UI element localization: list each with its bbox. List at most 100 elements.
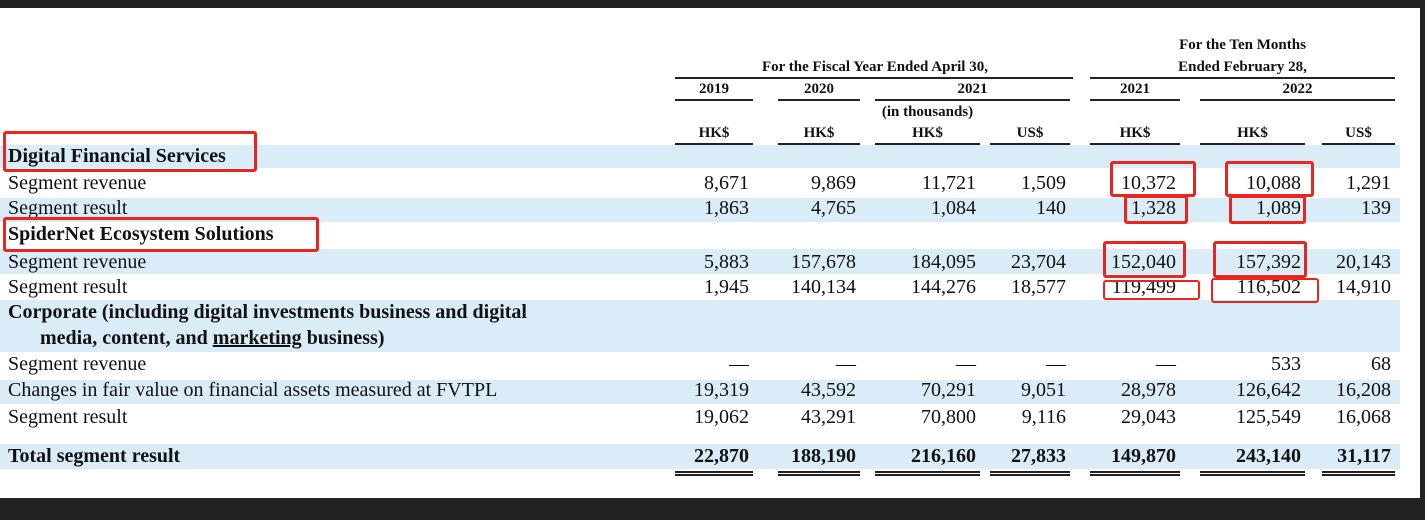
total-label: Total segment result [8, 445, 181, 467]
highlight-box [1124, 195, 1188, 224]
value-cell: 140,134 [791, 276, 856, 298]
year-2022-ten-months: 2022 [1282, 81, 1313, 97]
financial-table-page: For the Fiscal Year Ended April 30, For … [0, 8, 1420, 498]
highlight-box [1103, 241, 1186, 278]
value-cell: 70,291 [921, 379, 976, 401]
currency-rule [778, 143, 860, 145]
year-rule [875, 99, 1070, 101]
row-label: Changes in fair value on financial asset… [8, 379, 498, 401]
value-cell: — [836, 353, 856, 375]
value-cell: 19,062 [694, 406, 749, 428]
row-label: Segment revenue [8, 251, 147, 273]
total-value-cell: 27,833 [1011, 445, 1066, 467]
section-title-spidernet: SpiderNet Ecosystem Solutions [8, 223, 274, 245]
value-cell: 16,208 [1336, 379, 1391, 401]
highlight-box [1103, 280, 1200, 300]
header-rule [1090, 77, 1395, 79]
value-cell: 144,276 [911, 276, 976, 298]
year-rule [1090, 99, 1180, 101]
currency-header: HK$ [803, 125, 835, 141]
currency-rule [1200, 143, 1305, 145]
value-cell: 10,372 [1121, 172, 1176, 194]
currency-rule [1322, 143, 1395, 145]
total-double-rule [675, 471, 753, 476]
highlight-box [1229, 195, 1306, 224]
value-cell: 1,863 [704, 197, 749, 219]
value-cell: 28,978 [1121, 379, 1176, 401]
year-2021-fy: 2021 [957, 81, 988, 97]
currency-rule [675, 143, 753, 145]
total-double-rule [1200, 471, 1305, 476]
value-cell: 68 [1371, 353, 1391, 375]
value-cell: 9,116 [1021, 406, 1066, 428]
value-cell: — [1156, 353, 1176, 375]
value-cell: 23,704 [1011, 251, 1066, 273]
year-2021-ten-months: 2021 [1120, 81, 1150, 97]
total-double-rule [1090, 471, 1180, 476]
value-cell: 1,509 [1021, 172, 1066, 194]
fiscal-year-header: For the Fiscal Year Ended April 30, [762, 59, 988, 75]
value-cell: 43,592 [801, 379, 856, 401]
value-cell: 1,945 [704, 276, 749, 298]
band-dfs-title [0, 145, 1400, 168]
section-title-corporate-line2: media, content, and marketing business) [40, 327, 385, 349]
row-label: Segment revenue [8, 172, 147, 194]
value-cell: 9,869 [811, 172, 856, 194]
total-value-cell: 216,160 [911, 445, 976, 467]
value-cell: 14,910 [1336, 276, 1391, 298]
value-cell: 126,642 [1236, 379, 1301, 401]
value-cell: 18,577 [1011, 276, 1066, 298]
value-cell: 116,502 [1236, 276, 1301, 298]
value-cell: 4,765 [811, 197, 856, 219]
row-label: Segment result [8, 197, 128, 219]
value-cell: 11,721 [921, 172, 976, 194]
band-fvtpl [0, 380, 1400, 404]
band-total [0, 444, 1400, 469]
section-title-digital-financial-services: Digital Financial Services [8, 145, 226, 167]
band-sns-revenue [0, 249, 1400, 274]
value-cell: 184,095 [911, 251, 976, 273]
value-cell: 139 [1361, 197, 1391, 219]
value-cell: — [729, 353, 749, 375]
value-cell: 8,671 [704, 172, 749, 194]
year-2019: 2019 [699, 81, 729, 97]
in-thousands-note: (in thousands) [881, 104, 974, 120]
highlight-box [1225, 161, 1314, 197]
value-cell: 157,678 [791, 251, 856, 273]
total-value-cell: 22,870 [694, 445, 749, 467]
value-cell: — [1046, 353, 1066, 375]
value-cell: 10,088 [1246, 172, 1301, 194]
year-rule [675, 99, 753, 101]
section-title-corporate-line1: Corporate (including digital investments… [8, 301, 527, 323]
row-label: Segment result [8, 276, 128, 298]
currency-rule [1090, 143, 1180, 145]
currency-rule [990, 143, 1070, 145]
value-cell: 70,800 [921, 406, 976, 428]
value-cell: 152,040 [1111, 251, 1176, 273]
value-cell: 1,291 [1346, 172, 1391, 194]
value-cell: 140 [1036, 197, 1066, 219]
row-label: Segment revenue [8, 353, 147, 375]
total-value-cell: 243,140 [1236, 445, 1301, 467]
total-double-rule [990, 471, 1070, 476]
year-rule [1200, 99, 1395, 101]
value-cell: 157,392 [1236, 251, 1301, 273]
year-2020: 2020 [804, 81, 834, 97]
currency-header: US$ [1016, 125, 1044, 141]
currency-header: HK$ [1237, 125, 1268, 141]
total-double-rule [778, 471, 860, 476]
year-rule [778, 99, 860, 101]
value-cell: 19,319 [694, 379, 749, 401]
total-value-cell: 31,117 [1337, 445, 1391, 467]
value-cell: 125,549 [1236, 406, 1301, 428]
total-value-cell: 188,190 [791, 445, 856, 467]
band-corporate-title [0, 300, 1400, 352]
total-value-cell: 149,870 [1111, 445, 1176, 467]
highlight-box [1110, 161, 1196, 197]
row-label: Segment result [8, 406, 128, 428]
currency-header: HK$ [698, 125, 730, 141]
ten-months-header-line1: For the Ten Months [1179, 37, 1306, 53]
currency-header: HK$ [912, 125, 943, 141]
highlight-box [1211, 278, 1319, 303]
value-cell: 43,291 [801, 406, 856, 428]
